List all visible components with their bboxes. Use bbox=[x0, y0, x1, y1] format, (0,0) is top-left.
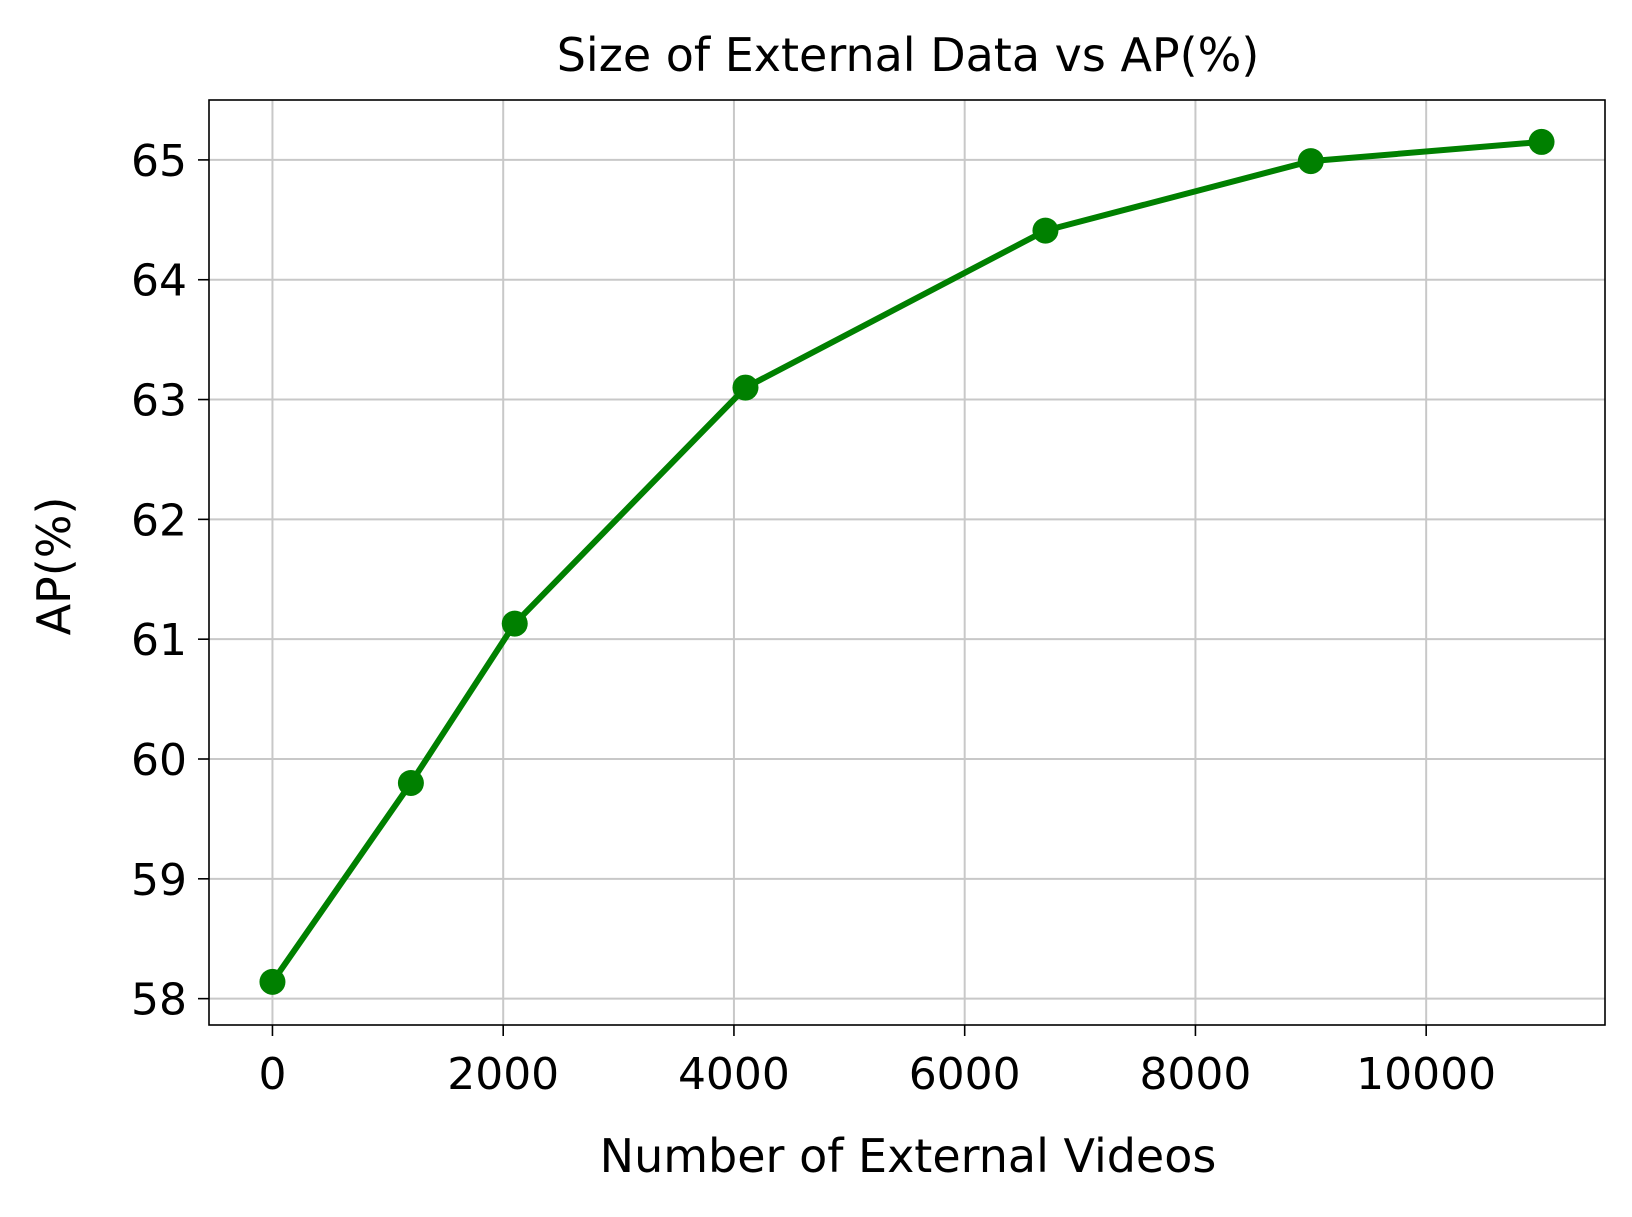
tick-layer: 0 2000 4000 6000 8000 10000 58 59 60 61 62 63 64 65 bbox=[131, 136, 1496, 1100]
x-axis-label: Number of External Videos bbox=[600, 1129, 1217, 1183]
data-point bbox=[397, 769, 424, 796]
y-tick-label: 64 bbox=[131, 256, 187, 307]
data-point bbox=[259, 968, 286, 995]
data-point bbox=[1528, 128, 1555, 155]
grid-lines bbox=[209, 100, 1605, 1025]
y-tick-label: 62 bbox=[131, 495, 187, 546]
x-tick-label: 10000 bbox=[1356, 1049, 1496, 1100]
data-point bbox=[1032, 217, 1059, 244]
x-tick-label: 0 bbox=[258, 1049, 286, 1100]
data-point bbox=[1297, 148, 1324, 175]
y-axis-label: AP(%) bbox=[27, 497, 81, 636]
plot-frame bbox=[208, 99, 1606, 1026]
y-tick-label: 58 bbox=[131, 975, 187, 1026]
x-tick-label: 2000 bbox=[447, 1049, 559, 1100]
chart-title: Size of External Data vs AP(%) bbox=[557, 28, 1260, 82]
data-point bbox=[501, 610, 528, 637]
x-tick-label: 8000 bbox=[1139, 1049, 1251, 1100]
y-tick-label: 59 bbox=[131, 855, 187, 906]
series-line bbox=[270, 138, 1542, 984]
data-point bbox=[732, 374, 759, 401]
y-tick-label: 61 bbox=[131, 615, 187, 666]
x-tick-label: 6000 bbox=[909, 1049, 1021, 1100]
y-tick-label: 65 bbox=[131, 136, 187, 187]
x-tick-label: 4000 bbox=[678, 1049, 790, 1100]
series-layer bbox=[259, 128, 1555, 995]
y-tick-label: 63 bbox=[131, 376, 187, 427]
y-tick-label: 60 bbox=[131, 735, 187, 786]
